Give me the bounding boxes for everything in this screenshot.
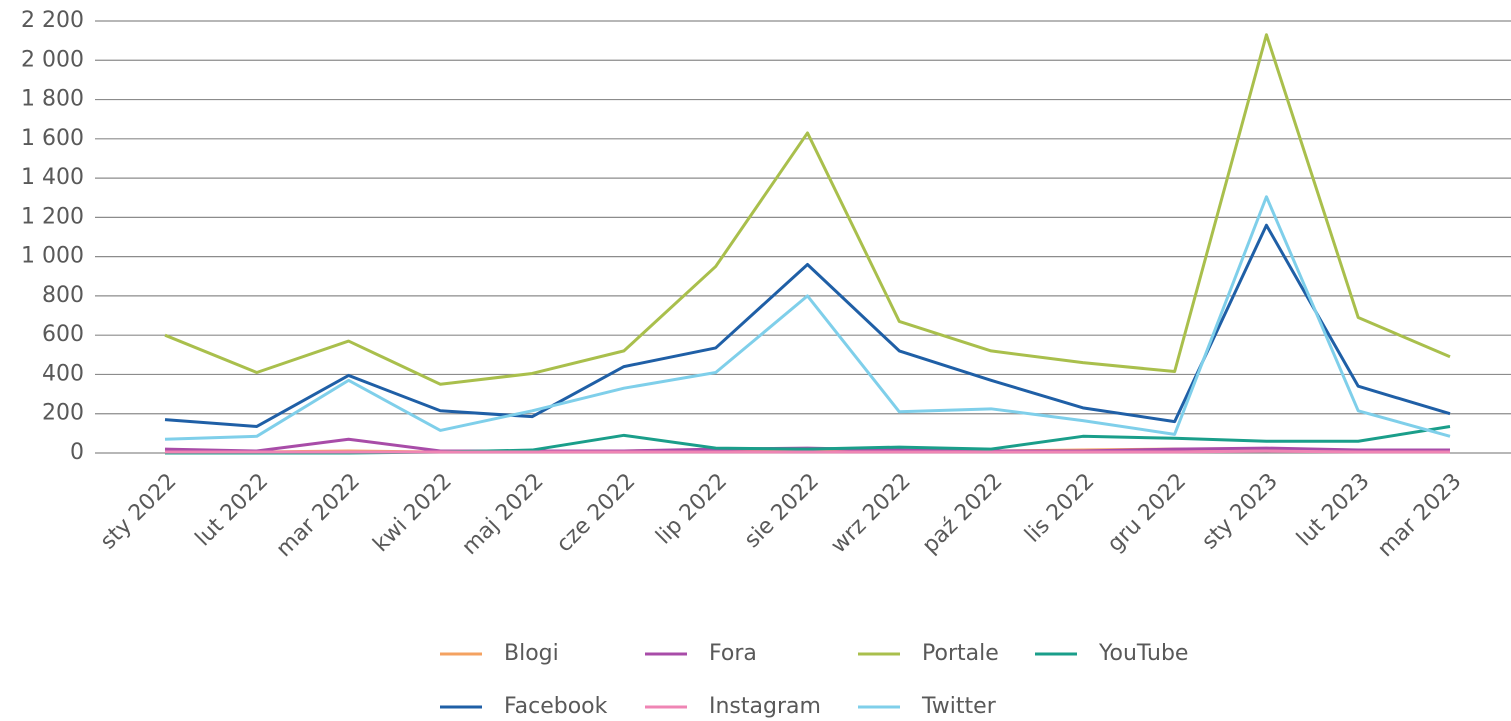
y-tick-label: 0 <box>70 440 84 465</box>
x-tick-label: lut 2022 <box>191 469 273 551</box>
legend-label: Facebook <box>504 694 608 719</box>
y-tick-label: 2 000 <box>21 47 84 72</box>
legend-label: Instagram <box>709 694 821 719</box>
legend-label: Twitter <box>921 694 997 719</box>
x-tick-label: mar 2023 <box>1373 469 1466 562</box>
y-tick-label: 400 <box>42 361 84 386</box>
legend-label: Portale <box>922 641 999 666</box>
x-tick-label: sty 2023 <box>1197 469 1283 555</box>
x-tick-label: sty 2022 <box>96 469 182 555</box>
x-tick-label: wrz 2022 <box>826 469 916 559</box>
y-tick-label: 1 000 <box>21 244 84 269</box>
x-tick-label: lis 2022 <box>1020 469 1099 548</box>
y-tick-label: 800 <box>42 283 84 308</box>
series-line <box>164 223 1451 428</box>
y-tick-label: 600 <box>42 322 84 347</box>
x-tick-label: gru 2022 <box>1103 469 1191 557</box>
x-tick-label: paź 2022 <box>918 469 1008 559</box>
x-tick-label: sie 2022 <box>740 469 824 553</box>
y-tick-label: 1 600 <box>21 126 84 151</box>
x-tick-label: lip 2022 <box>651 469 732 550</box>
x-tick-label: kwi 2022 <box>369 469 457 557</box>
x-tick-label: lut 2023 <box>1292 469 1374 551</box>
legend-label: Fora <box>709 641 757 666</box>
x-tick-label: mar 2022 <box>272 469 365 562</box>
legend-label: Blogi <box>504 641 559 666</box>
x-tick-label: maj 2022 <box>457 469 548 560</box>
x-tick-label: cze 2022 <box>552 469 641 558</box>
series-line <box>165 449 1450 454</box>
legend-label: YouTube <box>1098 641 1188 666</box>
y-tick-label: 2 200 <box>21 8 84 33</box>
series-line <box>164 33 1451 386</box>
y-tick-label: 1 800 <box>21 87 84 112</box>
y-tick-label: 1 200 <box>21 204 84 229</box>
series-line <box>164 195 1451 441</box>
y-tick-label: 200 <box>42 401 84 426</box>
y-tick-label: 1 400 <box>21 165 84 190</box>
